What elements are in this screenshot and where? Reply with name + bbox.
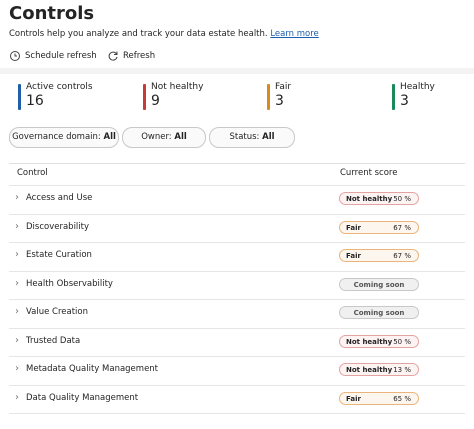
control-name[interactable]: Data Quality Management [26,392,139,403]
chevron: › [15,306,19,317]
status-text: Not healthy [346,366,393,374]
control-name[interactable]: Access and Use [26,193,93,203]
status-text: Not healthy [346,195,393,203]
row-rule [9,270,465,272]
score-badge: Not healthy 50 % [339,334,419,348]
row-rule [9,213,465,215]
chevron: › [15,277,19,289]
status-text: Fair [346,394,361,403]
status-bar [267,84,270,110]
filter-value: All [174,132,187,142]
column-header: Control [17,168,48,178]
score-badge: Fair 67 % [339,220,419,234]
control-name[interactable]: Value Creation [26,307,89,317]
status-bar [143,84,146,110]
status-bar [392,84,395,110]
card-label: Healthy [400,82,435,92]
score-text: 67 % [393,223,411,232]
chevron: › [15,363,19,374]
status-text: Fair [346,252,361,260]
chevron: › [15,334,19,346]
status-text: Not healthy [346,337,393,346]
filter-value: All [103,132,116,142]
score-text: 50 % [393,337,411,346]
score-badge: Not healthy 13 % [339,363,419,376]
score-text: 50 % [393,195,411,203]
row-rule [9,327,465,329]
row-rule [9,356,465,357]
schedule-refresh-button[interactable]: Schedule refresh [25,51,97,61]
score-text: 65 % [393,394,411,403]
control-name[interactable]: Trusted Data [26,335,81,346]
column-header: Current score [340,168,398,178]
row-rule [9,299,465,300]
learn-more-link[interactable]: Learn more [270,29,319,39]
card-value: 3 [400,93,409,109]
status-text: Coming soon [353,309,405,317]
filter-pill[interactable]: Governance domain: All [9,127,119,148]
chevron: › [15,249,19,260]
filter-pill[interactable]: Status: All [209,127,295,148]
row-rule [9,242,465,243]
clock-icon [10,51,20,61]
chevron: › [15,220,19,232]
row-rule [9,413,465,414]
card-value: 9 [151,93,160,109]
row-rule [9,185,465,186]
filter-label: Governance domain: [12,132,101,142]
filter-label: Status: [229,132,260,142]
card-value: 3 [275,93,284,109]
status-text: Coming soon [353,280,405,289]
table-top-rule [9,163,465,164]
refresh-icon [108,51,118,61]
score-badge: Coming soon [339,306,419,319]
score-badge: Coming soon [339,277,419,291]
filter-pill[interactable]: Owner: All [122,127,206,148]
score-badge: Fair 65 % [339,391,419,405]
filter-value: All [262,132,275,142]
separator [0,68,474,74]
chevron: › [15,391,19,403]
status-text: Fair [346,223,361,232]
score-badge: Fair 67 % [339,249,419,262]
row-rule [9,384,465,386]
card-label: Not healthy [151,82,204,92]
score-text: 67 % [393,252,411,260]
description-line: Controls help you analyze and track your… [9,29,319,39]
control-name[interactable]: Metadata Quality Management [26,364,159,374]
control-name[interactable]: Health Observability [26,278,113,289]
description: Controls help you analyze and track your… [9,29,268,39]
control-name[interactable]: Discoverability [26,221,90,232]
score-badge: Not healthy 50 % [339,192,419,205]
refresh-button[interactable]: Refresh [123,51,156,61]
status-bar [18,84,21,110]
score-text: 13 % [393,366,411,374]
page-title: Controls [9,3,95,24]
filter-label: Owner: [141,132,172,142]
control-name[interactable]: Estate Curation [26,250,92,260]
chevron: › [15,192,19,203]
card-label: Fair [275,82,292,92]
card-value: 16 [26,93,44,109]
card-label: Active controls [26,82,93,92]
